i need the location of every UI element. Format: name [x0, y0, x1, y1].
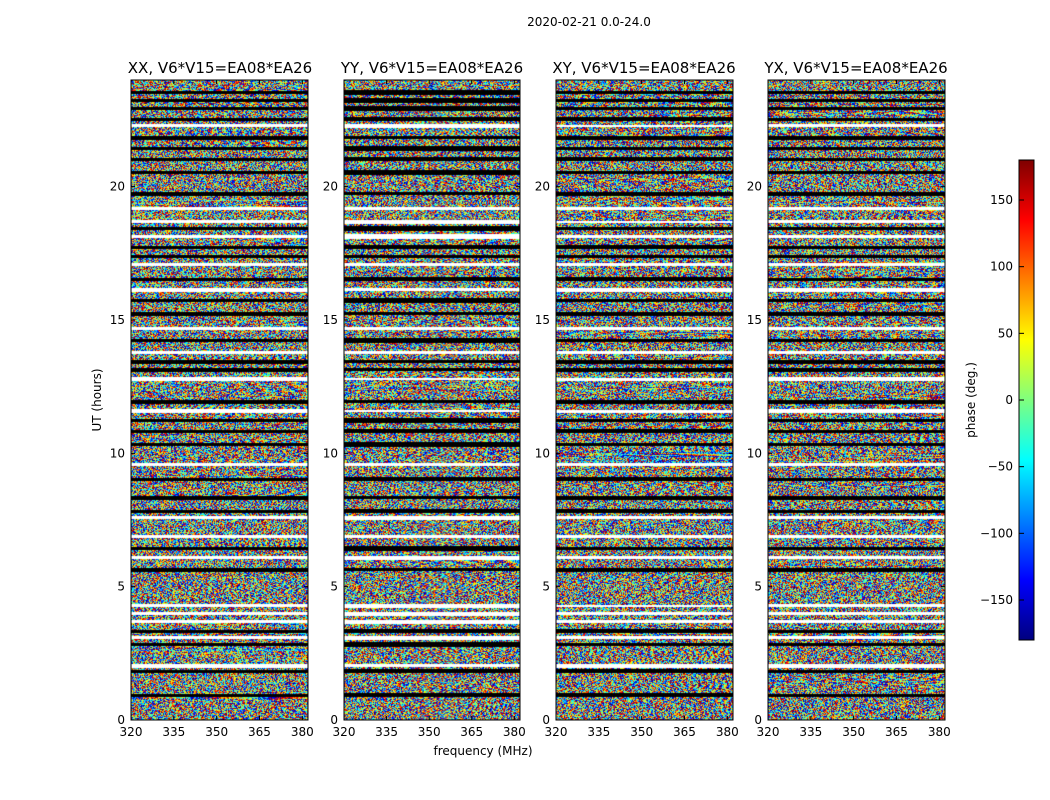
axes-frame-yy — [343, 79, 521, 721]
heatmap-yx — [768, 80, 945, 720]
y-tick-label: 10 — [747, 446, 762, 460]
y-tick-label: 10 — [110, 446, 125, 460]
y-tick-label: 10 — [535, 446, 550, 460]
x-tick-label: 365 — [885, 725, 908, 739]
colorbar: 150 100 50 0 −50 −100 −150 phase (deg.) — [964, 159, 1035, 641]
colorbar-tick-label: 150 — [990, 193, 1013, 207]
y-tick-label: 0 — [542, 713, 550, 727]
x-tick-label: 365 — [248, 725, 271, 739]
x-tick-label: 320 — [120, 725, 143, 739]
x-tick-label: 350 — [630, 725, 653, 739]
x-tick-label: 380 — [503, 725, 526, 739]
x-tick-label: 380 — [928, 725, 951, 739]
y-tick-label: 5 — [754, 580, 762, 594]
heatmap-yy — [344, 80, 520, 720]
x-tick-label: 335 — [799, 725, 822, 739]
y-tick-label: 0 — [117, 713, 125, 727]
x-tick-label: 335 — [162, 725, 185, 739]
y-tick-label: 15 — [535, 313, 550, 327]
axis-ticks-xx: 320 335 350 365 380 0 5 10 15 20 — [110, 80, 314, 739]
colorbar-tick-label: −100 — [980, 526, 1013, 540]
x-tick-label: 320 — [333, 725, 356, 739]
panel-yx: YX, V6*V15=EA08*EA26 320 335 350 365 380 0 5 10… — [747, 59, 951, 739]
panel-xx: XX, V6*V15=EA08*EA26 320 335 350 365 380 0 5 10… — [110, 59, 314, 739]
x-tick-label: 365 — [673, 725, 696, 739]
x-tick-label: 350 — [205, 725, 228, 739]
panel-xy: XY, V6*V15=EA08*EA26 320 335 350 365 380 0 5 10… — [535, 59, 739, 739]
axis-ticks-yx: 320 335 350 365 380 0 5 10 15 20 — [747, 80, 951, 739]
figure-suptitle: 2020-02-21 0.0-24.0 — [527, 15, 651, 29]
y-tick-label: 10 — [323, 446, 338, 460]
y-tick-label: 5 — [330, 580, 338, 594]
panel-title-yy: YY, V6*V15=EA08*EA26 — [340, 59, 523, 77]
axis-ticks-xy: 320 335 350 365 380 0 5 10 15 20 — [535, 80, 739, 739]
y-tick-label: 5 — [117, 580, 125, 594]
x-tick-label: 320 — [545, 725, 568, 739]
x-tick-label: 380 — [716, 725, 739, 739]
y-tick-label: 20 — [535, 180, 550, 194]
colorbar-tick-label: −50 — [988, 460, 1013, 474]
panel-title-xx: XX, V6*V15=EA08*EA26 — [128, 59, 312, 77]
axes-frame-yx — [767, 79, 946, 721]
x-tick-label: 335 — [375, 725, 398, 739]
colorbar-tick-label: 50 — [998, 326, 1013, 340]
x-tick-label: 320 — [757, 725, 780, 739]
x-tick-label: 350 — [418, 725, 441, 739]
y-tick-label: 20 — [747, 180, 762, 194]
x-axis-label: frequency (MHz) — [433, 744, 532, 758]
y-tick-label: 20 — [323, 180, 338, 194]
panel-yy: YY, V6*V15=EA08*EA26 320 335 350 365 380 0 5 10… — [323, 59, 526, 739]
y-tick-label: 15 — [747, 313, 762, 327]
colorbar-ticks: 150 100 50 0 −50 −100 −150 — [980, 193, 1024, 607]
y-tick-label: 20 — [110, 180, 125, 194]
heatmap-xy — [556, 80, 733, 720]
y-tick-label: 0 — [330, 713, 338, 727]
axis-ticks-yy: 320 335 350 365 380 0 5 10 15 20 — [323, 80, 526, 739]
colorbar-tick-label: −150 — [980, 593, 1013, 607]
heatmap-xx — [131, 80, 308, 720]
x-tick-label: 335 — [587, 725, 610, 739]
y-tick-label: 15 — [323, 313, 338, 327]
panel-title-xy: XY, V6*V15=EA08*EA26 — [552, 59, 735, 77]
panel-title-yx: YX, V6*V15=EA08*EA26 — [763, 59, 947, 77]
axes-frame-xy — [555, 79, 734, 721]
x-tick-label: 350 — [842, 725, 865, 739]
axes-frame-xx — [130, 79, 309, 721]
x-tick-label: 365 — [460, 725, 483, 739]
colorbar-label: phase (deg.) — [964, 362, 978, 438]
colorbar-tick-label: 0 — [1005, 393, 1013, 407]
y-tick-label: 15 — [110, 313, 125, 327]
y-axis-label: UT (hours) — [90, 368, 104, 431]
y-tick-label: 0 — [754, 713, 762, 727]
colorbar-tick-label: 100 — [990, 260, 1013, 274]
x-tick-label: 380 — [291, 725, 314, 739]
y-tick-label: 5 — [542, 580, 550, 594]
